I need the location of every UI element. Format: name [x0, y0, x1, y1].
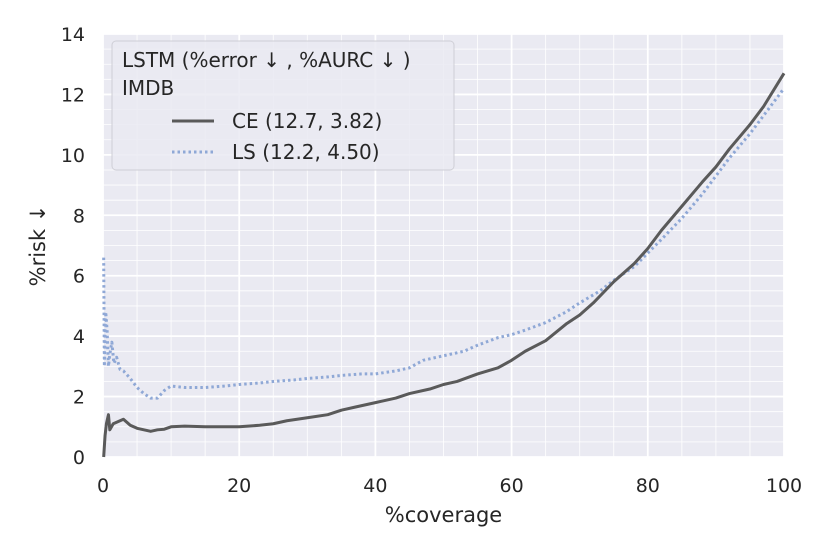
legend-title-line2: IMDB [122, 76, 174, 100]
series-line-ls [102, 87, 786, 400]
legend-box [111, 40, 455, 171]
x-tick-label: 0 [97, 475, 109, 497]
x-tick-label: 100 [766, 475, 802, 497]
y-axis-label: %risk ↓ [26, 205, 50, 287]
y-tick-label: 0 [73, 447, 85, 469]
y-tick-labels: 0 2 4 6 8 10 12 14 [61, 24, 85, 469]
series-layer [102, 72, 786, 458]
legend-label-ce: CE (12.7, 3.82) [232, 109, 382, 133]
legend-title-line1: LSTM (%error ↓ , %AURC ↓ ) [122, 48, 411, 72]
y-tick-label: 4 [73, 326, 85, 348]
x-tick-label: 20 [227, 475, 251, 497]
x-tick-label: 60 [500, 475, 524, 497]
x-tick-labels: 0 20 40 60 80 100 [97, 475, 802, 497]
series-line-ce [102, 72, 786, 458]
y-tick-label: 14 [61, 24, 85, 46]
y-tick-label: 12 [61, 84, 85, 106]
y-tick-label: 10 [61, 145, 85, 167]
y-tick-label: 8 [73, 205, 85, 227]
y-tick-label: 6 [73, 266, 85, 288]
x-tick-label: 40 [363, 475, 387, 497]
x-axis-label: %coverage [385, 503, 502, 527]
x-tick-label: 80 [636, 475, 660, 497]
legend: LSTM (%error ↓ , %AURC ↓ ) IMDB CE (12.7… [111, 40, 455, 171]
legend-label-ls: LS (12.2, 4.50) [232, 140, 380, 164]
y-tick-label: 2 [73, 387, 85, 409]
